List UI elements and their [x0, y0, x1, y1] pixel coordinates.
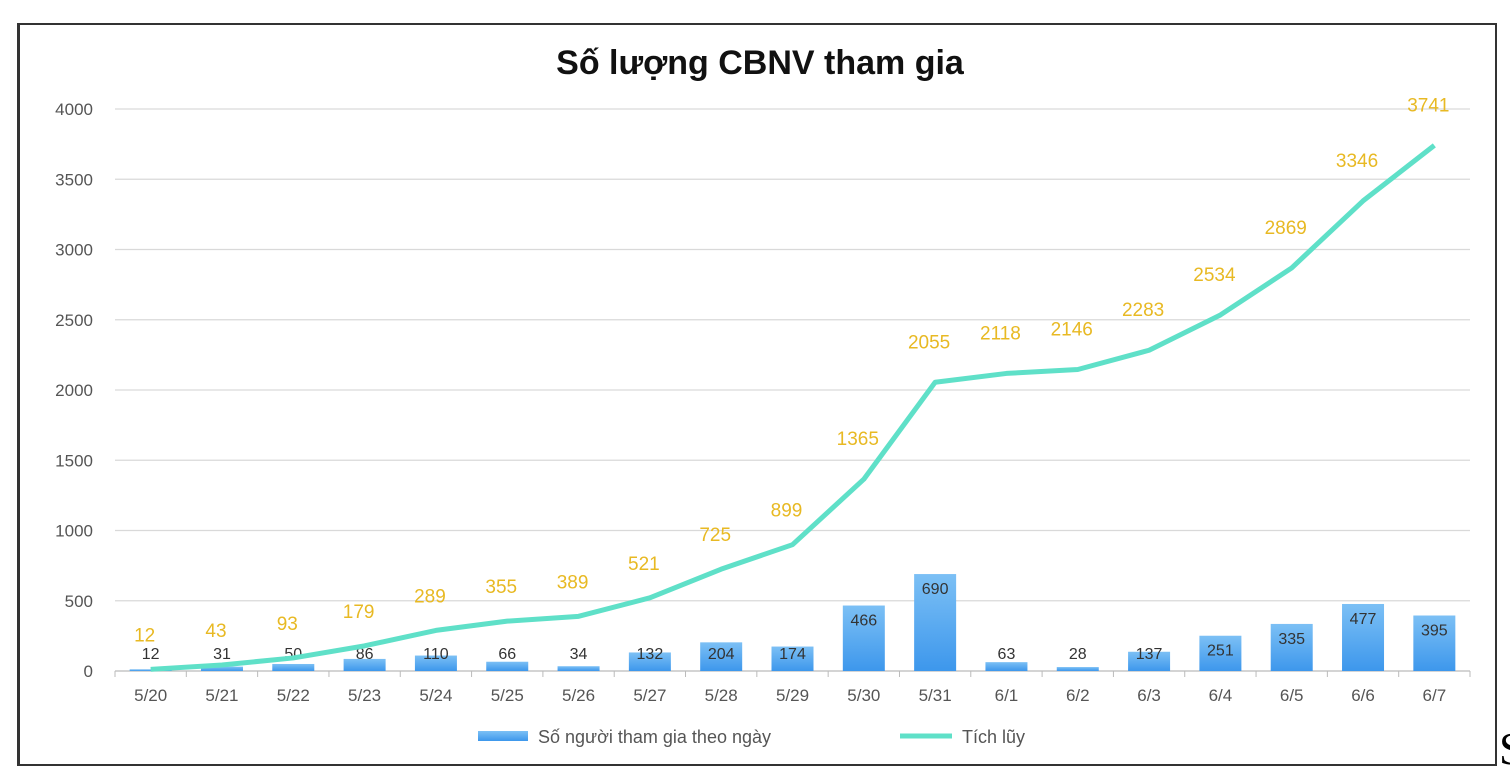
line-data-label: 3741 — [1407, 95, 1449, 116]
bar-data-label: 137 — [1136, 646, 1163, 663]
bar — [200, 666, 243, 671]
y-tick-label: 500 — [65, 592, 93, 611]
bar-data-label: 466 — [850, 613, 877, 630]
x-tick-label: 5/31 — [919, 686, 952, 705]
bar-data-label: 395 — [1421, 623, 1448, 640]
x-tick-label: 5/28 — [705, 686, 738, 705]
bar-data-label: 335 — [1278, 631, 1305, 648]
chart-frame — [17, 23, 1497, 766]
x-tick-label: 5/30 — [847, 686, 880, 705]
legend-label-daily: Số người tham gia theo ngày — [538, 727, 771, 747]
bar-data-label: 66 — [498, 646, 516, 663]
bar-data-label: 204 — [708, 646, 735, 663]
line-data-label: 2869 — [1265, 218, 1307, 239]
cropped-text-fragment: S — [1499, 722, 1510, 775]
bar-data-label: 132 — [637, 646, 664, 663]
line-data-label: 2118 — [980, 323, 1021, 344]
bar — [557, 666, 600, 671]
bar — [129, 669, 172, 671]
line-data-label: 2283 — [1122, 300, 1164, 321]
bar — [1270, 623, 1313, 671]
line-data-label: 725 — [699, 525, 731, 546]
x-tick-label: 6/1 — [995, 686, 1019, 705]
x-tick-label: 5/27 — [633, 686, 666, 705]
y-tick-label: 1500 — [55, 451, 93, 470]
bar — [1342, 603, 1385, 671]
bar — [486, 661, 529, 671]
legend-bar-swatch — [478, 731, 528, 741]
x-tick-label: 5/29 — [776, 686, 809, 705]
bar-data-label: 251 — [1207, 643, 1234, 660]
line-data-label: 355 — [485, 577, 517, 598]
line-data-label: 43 — [205, 621, 226, 642]
y-tick-label: 1000 — [55, 522, 93, 541]
line-data-label: 3346 — [1336, 151, 1378, 172]
bar-data-label: 12 — [142, 646, 160, 663]
y-tick-label: 3500 — [55, 170, 93, 189]
bar — [1413, 615, 1456, 671]
line-data-label: 899 — [771, 501, 803, 522]
cumulative-line — [150, 143, 1436, 672]
y-tick-label: 2500 — [55, 311, 93, 330]
x-tick-label: 5/24 — [419, 686, 452, 705]
x-tick-label: 5/22 — [277, 686, 310, 705]
line-data-label: 521 — [628, 554, 660, 575]
bar — [1199, 635, 1242, 671]
x-tick-label: 5/21 — [205, 686, 238, 705]
x-tick-label: 5/25 — [491, 686, 524, 705]
line-data-label: 2055 — [908, 332, 950, 353]
bar-data-label: 31 — [213, 646, 231, 663]
bar-data-label: 174 — [779, 646, 806, 663]
bar — [985, 662, 1028, 671]
line-data-label: 2534 — [1193, 265, 1236, 286]
x-tick-label: 6/7 — [1423, 686, 1447, 705]
bar-data-label: 690 — [922, 581, 949, 598]
line-data-label: 2146 — [1051, 319, 1093, 340]
x-tick-label: 6/6 — [1351, 686, 1375, 705]
x-tick-label: 6/5 — [1280, 686, 1304, 705]
x-tick-label: 6/2 — [1066, 686, 1090, 705]
y-tick-label: 2000 — [55, 381, 93, 400]
bar — [914, 574, 957, 671]
line-data-label: 12 — [134, 625, 155, 646]
line-data-label: 93 — [277, 614, 298, 635]
bar-data-label: 110 — [423, 646, 449, 663]
bar-data-label: 28 — [1069, 646, 1087, 663]
line-data-label: 289 — [414, 586, 446, 607]
line-data-label: 1365 — [837, 429, 879, 450]
line-data-label: 179 — [343, 602, 375, 623]
bar — [1128, 651, 1171, 671]
y-tick-label: 4000 — [55, 100, 93, 119]
bar — [771, 646, 814, 671]
bar — [700, 642, 743, 671]
x-tick-label: 6/4 — [1209, 686, 1233, 705]
bar — [343, 658, 386, 671]
bar-data-label: 63 — [998, 646, 1016, 663]
bar — [842, 605, 885, 671]
bar-data-label: 34 — [570, 646, 588, 663]
x-tick-label: 5/20 — [134, 686, 167, 705]
bar — [272, 663, 315, 671]
bar-data-label: 86 — [356, 646, 374, 663]
bar — [414, 655, 457, 671]
bar — [628, 652, 671, 671]
bar-data-label: 477 — [1350, 611, 1377, 628]
bar — [1056, 667, 1099, 671]
x-tick-label: 5/23 — [348, 686, 381, 705]
line-data-label: 389 — [557, 572, 589, 593]
x-tick-label: 6/3 — [1137, 686, 1161, 705]
x-tick-label: 5/26 — [562, 686, 595, 705]
y-tick-label: 0 — [84, 662, 93, 681]
chart-title: Số lượng CBNV tham gia — [556, 44, 965, 82]
legend-label-cumulative: Tích lũy — [962, 727, 1025, 747]
y-tick-label: 3000 — [55, 241, 93, 260]
